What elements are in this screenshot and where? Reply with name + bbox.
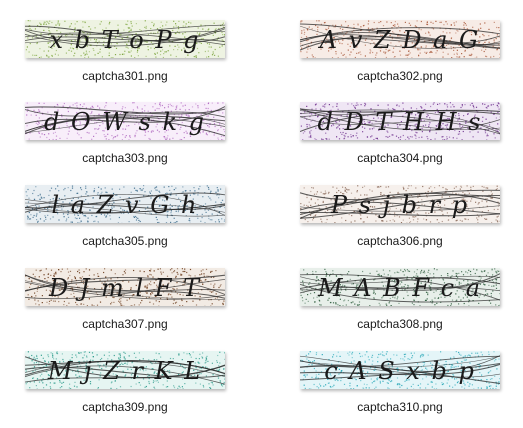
file-name-label[interactable]: captcha310.png [357,400,443,414]
file-item[interactable]: M j Z r K L captcha309.png [25,345,245,423]
file-thumbnail[interactable]: P s j b r p [300,185,500,223]
file-thumbnail[interactable]: M A B F c a [300,268,500,306]
file-thumbnail[interactable]: A v Z D a G [300,20,500,58]
file-thumbnail[interactable]: c A S x b p [300,351,500,389]
captcha-image: M j Z r K L [25,351,225,389]
captcha-text: d D T H H s [318,108,483,136]
captcha-image: d O W s k g [25,102,225,140]
file-thumbnail[interactable]: x b T o P g [25,20,225,58]
captcha-image: c A S x b p [300,351,500,389]
file-thumbnail[interactable]: l a Z v G h [25,185,225,223]
file-name-label[interactable]: captcha302.png [357,69,443,83]
file-name-label[interactable]: captcha305.png [82,234,168,248]
captcha-text: D J m l F T [48,274,201,302]
captcha-image: d D T H H s [300,102,500,140]
file-name-label[interactable]: captcha303.png [82,151,168,165]
captcha-image: A v Z D a G [300,20,500,58]
file-item[interactable]: D J m l F T captcha307.png [25,262,245,340]
captcha-text: M A B F c a [317,274,482,302]
file-item[interactable]: x b T o P g captcha301.png [25,14,245,92]
file-thumbnail[interactable]: d O W s k g [25,102,225,140]
file-thumbnail[interactable]: d D T H H s [300,102,500,140]
captcha-text: A v Z D a G [318,26,480,54]
file-item[interactable]: d D T H H s captcha304.png [300,96,520,174]
file-item[interactable]: A v Z D a G captcha302.png [300,14,520,92]
file-thumbnail[interactable]: D J m l F T [25,268,225,306]
captcha-image: P s j b r p [300,185,500,223]
file-name-label[interactable]: captcha308.png [357,317,443,331]
captcha-image: M A B F c a [300,268,500,306]
file-name-label[interactable]: captcha301.png [82,69,168,83]
captcha-image: l a Z v G h [25,185,225,223]
file-name-label[interactable]: captcha306.png [357,234,443,248]
captcha-text: M j Z r K L [47,357,202,385]
file-item[interactable]: l a Z v G h captcha305.png [25,179,245,257]
captcha-image: x b T o P g [25,20,225,58]
file-item[interactable]: d O W s k g captcha303.png [25,96,245,174]
file-name-label[interactable]: captcha307.png [82,317,168,331]
file-name-label[interactable]: captcha304.png [357,151,443,165]
file-item[interactable]: P s j b r p captcha306.png [300,179,520,257]
file-item[interactable]: c A S x b p captcha310.png [300,345,520,423]
file-item[interactable]: M A B F c a captcha308.png [300,262,520,340]
captcha-text: d O W s k g [44,108,206,136]
captcha-text: c A S x b p [324,357,476,385]
file-name-label[interactable]: captcha309.png [82,400,168,414]
captcha-text: l a Z v G h [52,191,199,219]
file-thumbnail[interactable]: M j Z r K L [25,351,225,389]
captcha-image: D J m l F T [25,268,225,306]
captcha-text: P s j b r p [330,191,469,219]
captcha-text: x b T o P g [49,26,200,54]
